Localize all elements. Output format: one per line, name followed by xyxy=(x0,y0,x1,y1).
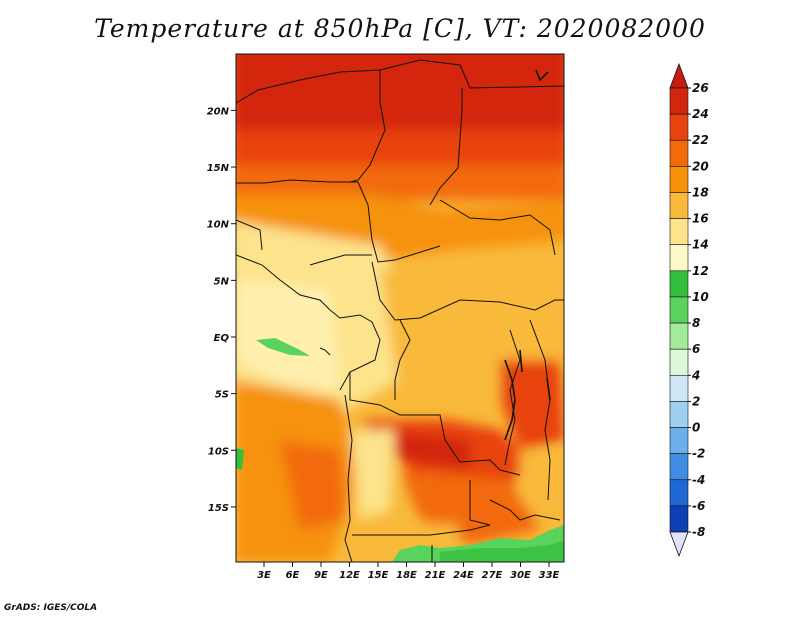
lon-tick-label: 12E xyxy=(339,570,360,581)
colorbar-swatch xyxy=(669,427,689,454)
colorbar-label: 6 xyxy=(692,342,700,356)
colorbar-swatch xyxy=(669,192,689,219)
lon-tick-label: 33E xyxy=(539,570,560,581)
temperature-field xyxy=(236,54,564,562)
colorbar-label: 24 xyxy=(692,107,709,121)
lon-tick-label: 9E xyxy=(314,570,328,581)
lon-tick-label: 15E xyxy=(368,570,389,581)
colorbar-label: 8 xyxy=(692,316,700,330)
colorbar-label: -6 xyxy=(692,499,705,513)
colorbar-top-arrow xyxy=(669,62,689,89)
lon-tick-label: 30E xyxy=(510,570,531,581)
colorbar-swatch xyxy=(669,401,689,428)
colorbar-label: 2 xyxy=(692,394,700,408)
colorbar-swatch xyxy=(669,296,689,324)
colorbar-swatch xyxy=(669,139,689,167)
colorbar-swatch xyxy=(669,244,689,272)
colorbar-swatch xyxy=(669,113,689,141)
lon-tick-label: 24E xyxy=(453,570,474,581)
colorbar-label: 16 xyxy=(692,212,709,226)
lat-tick-label: 20N xyxy=(207,106,230,117)
colorbar-label: -2 xyxy=(692,447,705,461)
footer-credit: GrADS: IGES/COLA xyxy=(4,603,98,613)
colorbar-label: 20 xyxy=(692,159,709,173)
colorbar-label: 12 xyxy=(692,264,709,278)
lat-tick-label: 10N xyxy=(207,220,230,231)
colorbar-swatch xyxy=(669,87,689,115)
lat-tick-label: 5N xyxy=(214,276,230,287)
longitude-axis: 3E 6E 9E 12E 15E 18E 21E 24E 27E 30E 33E xyxy=(257,562,560,581)
colorbar-bottom-arrow xyxy=(669,531,689,558)
lon-tick-label: 6E xyxy=(286,570,300,581)
lon-tick-label: 18E xyxy=(396,570,417,581)
colorbar-label: -4 xyxy=(692,473,705,487)
lon-tick-label: 27E xyxy=(482,570,503,581)
colorbar-label: -8 xyxy=(692,525,705,539)
colorbar-swatch xyxy=(669,218,689,246)
lat-tick-label: 5S xyxy=(215,390,229,401)
map-frame xyxy=(235,53,565,563)
colorbar-label: 22 xyxy=(692,133,709,147)
lon-tick-label: 21E xyxy=(425,570,446,581)
colorbar-swatch xyxy=(669,166,689,193)
latitude-axis: 20N 15N 10N 5N EQ 5S 10S 15S xyxy=(207,106,236,514)
colorbar-swatch xyxy=(669,270,689,298)
lon-tick-label: 3E xyxy=(257,570,271,581)
colorbar-label: 10 xyxy=(692,290,709,304)
colorbar-swatch xyxy=(669,322,689,350)
lat-tick-label: 15S xyxy=(208,503,229,514)
colorbar-swatch xyxy=(669,374,689,402)
lat-tick-label: EQ xyxy=(214,333,230,344)
colorbar-label: 26 xyxy=(692,81,709,95)
colorbar-swatch xyxy=(669,453,689,481)
lat-tick-label: 10S xyxy=(208,446,229,457)
colorbar-label: 14 xyxy=(692,238,709,252)
colorbar-label: 4 xyxy=(691,368,700,382)
colorbar-swatch xyxy=(669,479,689,507)
colorbar-swatch xyxy=(669,348,689,376)
colorbar-label: 0 xyxy=(692,421,700,435)
colorbar-label: 18 xyxy=(692,185,709,199)
lat-tick-label: 15N xyxy=(207,163,230,174)
map-title: Temperature at 850hPa [C], VT: 202008200… xyxy=(94,14,706,43)
colorbar-swatch xyxy=(669,505,689,533)
